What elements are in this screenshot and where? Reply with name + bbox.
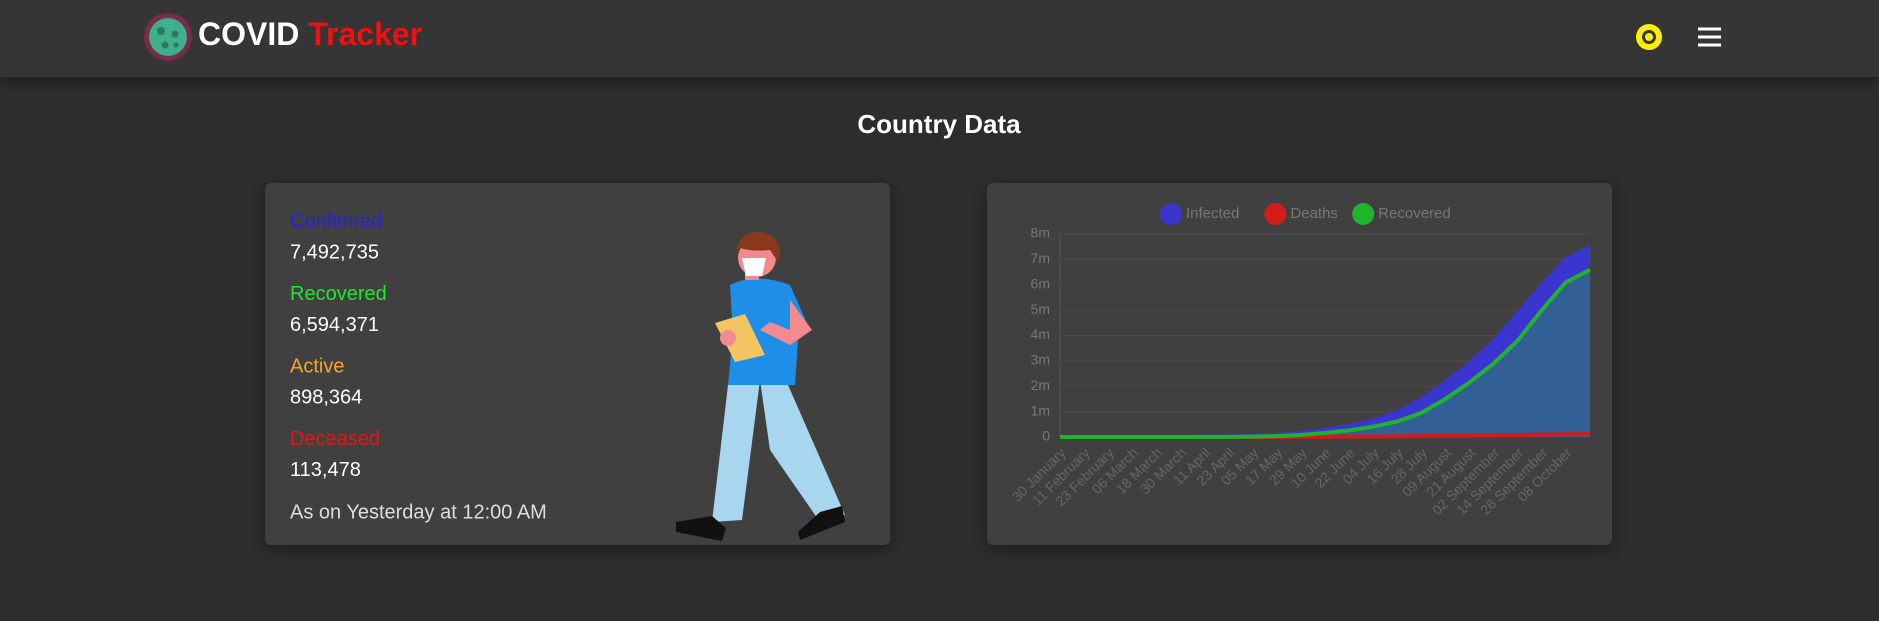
logo[interactable] [144,13,192,61]
y-tick-label: 0 [1042,428,1050,444]
stat-label: Active [290,355,344,377]
stat-value: 6,594,371 [290,314,379,336]
brand-second: Tracker [308,16,422,52]
stat-value: 113,478 [290,459,361,481]
series-line [1060,267,1591,439]
page-title: Country Data [857,109,1021,139]
illustration [676,232,845,541]
y-tick-label: 4m [1031,326,1050,342]
legend-swatch [1352,203,1375,225]
legend-swatch [1264,203,1287,225]
y-tick-label: 3m [1031,352,1050,368]
legend-label: Infected [1186,205,1239,222]
theme-toggle[interactable] [1636,24,1662,50]
stats-list: Confimred 7,492,735 Recovered 6,594,371 Acti… [290,210,387,481]
stat-label: Confimred [290,210,382,232]
y-tick-label: 5m [1031,301,1050,317]
chart-card [987,183,1612,545]
y-tick-label: 1m [1031,402,1050,418]
stat-value: 898,364 [290,386,362,408]
y-tick-label: 8m [1031,225,1050,241]
y-tick-label: 7m [1031,250,1050,266]
brand[interactable]: COVID Tracker [198,16,422,52]
stat-value: 7,492,735 [290,241,379,263]
y-tick-label: 2m [1031,377,1050,393]
navbar [0,0,1879,77]
y-tick-label: 6m [1031,275,1050,291]
series-area [1060,269,1590,437]
stat-label: Deceased [290,428,380,450]
brand-first: COVID [198,16,299,52]
legend-label: Deaths [1290,205,1338,222]
menu-button[interactable] [1698,27,1721,47]
as-of: As on Yesterday at 12:00 AM [290,501,547,523]
legend-swatch [1160,203,1182,225]
stat-label: Recovered [290,283,387,305]
legend-label: Recovered [1378,205,1451,222]
